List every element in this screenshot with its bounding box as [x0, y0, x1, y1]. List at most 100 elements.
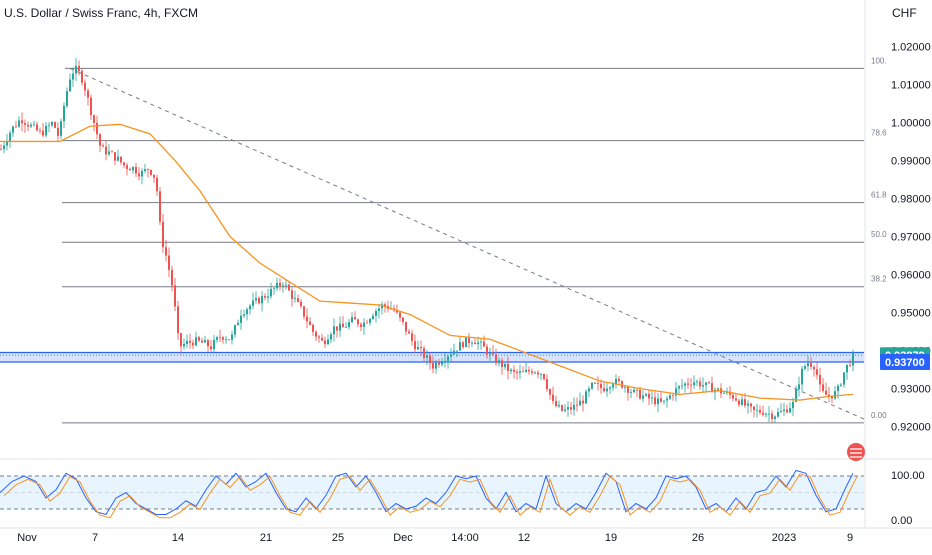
candle-body	[513, 369, 515, 372]
candle-body	[501, 360, 503, 368]
candle-body	[24, 123, 26, 125]
chart-title: U.S. Dollar / Swiss Franc, 4h, FXCM	[4, 6, 199, 20]
candle-body	[261, 296, 263, 304]
candle-body	[627, 387, 629, 393]
candle-body	[66, 91, 68, 106]
candle-body	[315, 331, 317, 337]
candle-body	[780, 411, 782, 413]
candle-body	[303, 306, 305, 317]
candle-body	[54, 122, 56, 128]
candle-body	[123, 162, 125, 166]
candle-body	[87, 90, 89, 98]
candle-body	[747, 403, 749, 406]
trendline-layer	[69, 67, 865, 420]
candle-body	[135, 167, 137, 174]
candle-body	[408, 331, 410, 334]
candle-body	[498, 360, 500, 364]
candle-body	[189, 340, 191, 343]
candle-body	[666, 398, 668, 401]
time-tick-label: Nov	[17, 532, 37, 544]
candle-body	[450, 354, 452, 357]
candle-body	[699, 381, 701, 387]
candle-body	[600, 383, 602, 389]
candle-body	[51, 122, 53, 126]
candle-body	[318, 336, 320, 338]
candle-body	[645, 393, 647, 396]
candle-body	[30, 124, 32, 127]
candle-body	[558, 405, 560, 407]
time-tick-label: 21	[260, 532, 272, 544]
candle-body	[159, 191, 161, 222]
support-zone	[0, 351, 864, 363]
candle-body	[177, 306, 179, 334]
candle-body	[582, 400, 584, 404]
candle-body	[654, 397, 656, 405]
event-flag-icon	[847, 443, 865, 461]
candles	[0, 58, 854, 424]
candle-body	[444, 360, 446, 363]
candle-body	[321, 337, 323, 341]
candle-body	[480, 341, 482, 343]
candle-body	[507, 363, 509, 372]
candle-body	[96, 122, 98, 135]
candle-body	[414, 341, 416, 350]
candle-body	[246, 309, 248, 315]
candle-body	[180, 333, 182, 347]
candle-body	[741, 399, 743, 405]
candle-body	[453, 350, 455, 355]
candle-body	[270, 288, 272, 297]
candle-body	[267, 296, 269, 298]
candle-body	[132, 167, 134, 171]
candle-body	[852, 352, 854, 366]
price-tick-label: 0.92000	[891, 422, 931, 434]
candle-body	[156, 177, 158, 192]
candle-body	[732, 394, 734, 399]
candle-body	[351, 317, 353, 323]
candle-body	[240, 315, 242, 323]
candle-body	[447, 356, 449, 361]
candle-body	[33, 124, 35, 126]
candle-body	[249, 305, 251, 310]
candle-body	[219, 337, 221, 339]
time-tick-label: 25	[332, 532, 344, 544]
candle-body	[324, 340, 326, 345]
fibonacci-levels: 100. 78.6 61.8 50.0 38.2 0.00	[62, 56, 887, 424]
candle-body	[489, 352, 491, 355]
candle-body	[675, 388, 677, 396]
candle-body	[549, 389, 551, 395]
candle-body	[168, 255, 170, 270]
price-tick-label: 0.96000	[891, 270, 931, 282]
price-tick-label: 0.95000	[891, 308, 931, 320]
candle-body	[327, 339, 329, 345]
candle-body	[294, 298, 296, 300]
candle-body	[843, 372, 845, 385]
candle-body	[681, 385, 683, 387]
candle-body	[531, 371, 533, 373]
candle-body	[129, 168, 131, 171]
candle-body	[744, 399, 746, 406]
candle-body	[69, 79, 71, 92]
candle-body	[762, 412, 764, 415]
candle-body	[339, 323, 341, 331]
time-tick-label: 12	[518, 532, 530, 544]
candle-body	[552, 394, 554, 402]
candle-body	[618, 378, 620, 382]
candle-body	[126, 165, 128, 169]
candle-body	[465, 337, 467, 348]
event-flag-stripes-icon	[850, 448, 862, 458]
candle-body	[312, 324, 314, 332]
candle-body	[291, 290, 293, 299]
candle-body	[477, 342, 479, 345]
candle-body	[486, 346, 488, 355]
candle-body	[90, 97, 92, 116]
candle-body	[18, 120, 20, 127]
candle-body	[117, 156, 119, 161]
candle-body	[519, 371, 521, 373]
time-tick-label: Dec	[393, 532, 413, 544]
candle-body	[660, 398, 662, 402]
time-tick-label: 7	[92, 532, 98, 544]
candle-body	[528, 369, 530, 372]
candle-body	[828, 394, 830, 397]
candle-body	[402, 317, 404, 322]
